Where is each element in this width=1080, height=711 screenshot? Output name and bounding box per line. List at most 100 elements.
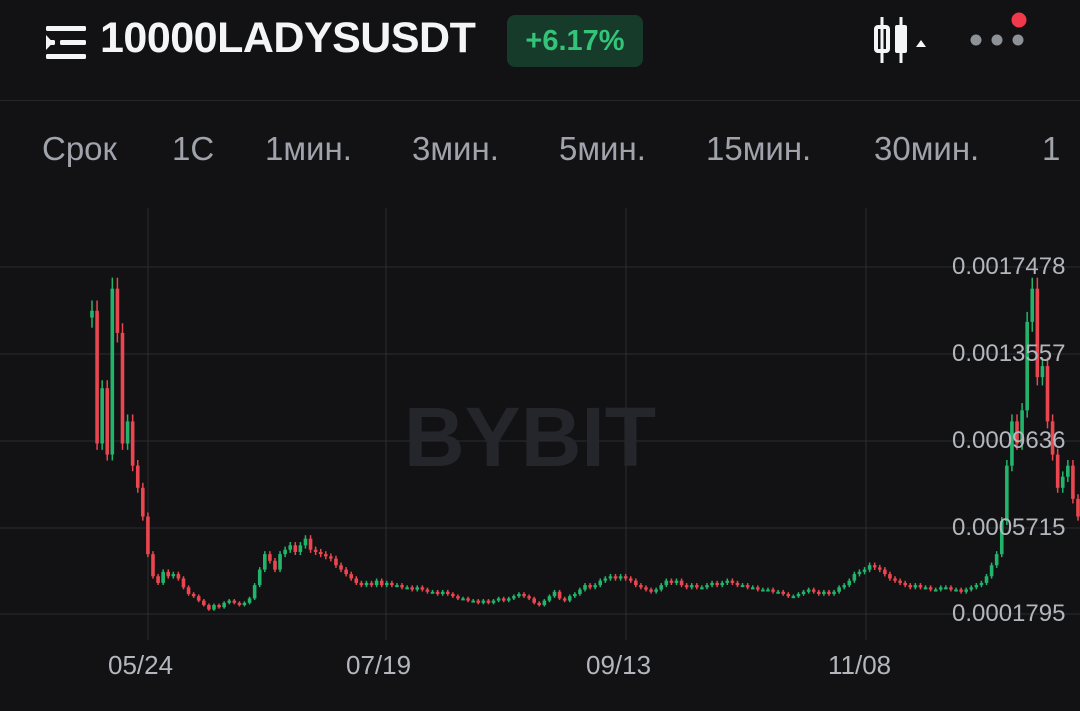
candle-body xyxy=(994,554,999,566)
candle-body xyxy=(557,591,562,599)
candle-body xyxy=(115,288,120,333)
tab-1min[interactable]: 1мин. xyxy=(265,130,352,167)
candle-body xyxy=(298,545,303,552)
candle-body xyxy=(379,580,384,586)
candle-body xyxy=(242,602,247,606)
tab-3min[interactable]: 3мин. xyxy=(412,130,499,167)
candle-body xyxy=(720,582,725,586)
candle-body xyxy=(781,591,786,594)
candle-body xyxy=(959,589,963,592)
candle-body xyxy=(400,585,404,588)
tab-1h-partial[interactable]: 1 xyxy=(1042,130,1061,167)
candle-body xyxy=(893,578,897,581)
candle-body xyxy=(664,580,669,586)
candle-body xyxy=(898,580,902,583)
price-label: 0.0017478 xyxy=(952,253,1066,280)
candle-body xyxy=(623,576,628,579)
candle-body xyxy=(786,593,791,597)
candle-body xyxy=(257,569,262,586)
candle-body xyxy=(562,598,567,601)
candle-body xyxy=(567,596,572,601)
candle-body xyxy=(430,591,435,594)
candle-body xyxy=(542,600,547,606)
tab-period[interactable]: Срок xyxy=(42,130,117,167)
candle-body xyxy=(217,605,221,608)
candle-body xyxy=(384,582,389,586)
candle-body xyxy=(445,591,450,594)
tab-1s[interactable]: 1С xyxy=(172,130,215,167)
candle-body xyxy=(750,587,755,590)
candle-body xyxy=(156,576,160,583)
candle-body xyxy=(827,591,831,594)
candle-body xyxy=(877,567,882,570)
candle-body xyxy=(847,580,852,586)
more-dots-icon[interactable] xyxy=(964,12,1030,64)
candle-body xyxy=(913,585,918,588)
candle-body xyxy=(481,600,486,603)
candle-body xyxy=(283,549,287,555)
candle-body xyxy=(639,585,643,588)
candle-body xyxy=(679,580,684,586)
candle-body xyxy=(476,600,481,603)
candle-body xyxy=(1030,288,1035,322)
candle-body xyxy=(684,585,689,588)
candle-body xyxy=(573,593,577,597)
candlestick-icon[interactable] xyxy=(872,15,930,67)
candle-body xyxy=(730,580,735,583)
candle-body xyxy=(440,591,445,594)
candle-body xyxy=(735,582,740,586)
candle-body xyxy=(649,589,653,592)
candle-body xyxy=(318,551,323,555)
candle-body xyxy=(1035,288,1040,378)
candle-body xyxy=(293,545,298,552)
candle-body xyxy=(451,593,455,597)
candle-body xyxy=(415,587,420,590)
candle-body xyxy=(95,310,99,444)
candle-body xyxy=(1055,454,1060,488)
candle-body xyxy=(323,554,328,557)
candle-body xyxy=(872,565,877,568)
tab-15min[interactable]: 15мин. xyxy=(706,130,812,167)
candle-body xyxy=(756,587,760,590)
candle-body xyxy=(461,598,465,601)
candle-body xyxy=(862,569,867,572)
symbol-title[interactable]: 10000LADYSUSDT xyxy=(100,14,476,62)
candle-body xyxy=(771,589,775,592)
candle-body xyxy=(964,589,968,592)
svg-text:BYBIT: BYBIT xyxy=(404,390,656,484)
candle-body xyxy=(166,571,171,577)
candle-body xyxy=(842,585,847,588)
candle-body xyxy=(593,585,597,588)
candle-body xyxy=(552,591,557,597)
candle-body xyxy=(1060,476,1065,488)
candle-body xyxy=(263,554,267,570)
bybit-watermark: BYBIT xyxy=(404,390,656,484)
candle-body xyxy=(522,593,526,597)
candle-body xyxy=(90,310,94,318)
candle-body xyxy=(390,582,394,586)
candle-body xyxy=(110,288,115,455)
candle-body xyxy=(796,593,801,597)
candle-body xyxy=(512,596,516,599)
candle-body xyxy=(354,578,359,583)
candle-body xyxy=(501,598,506,601)
candle-body xyxy=(171,574,176,577)
header-bar: 10000LADYSUSDT +6.17% xyxy=(0,0,1080,101)
candle-body xyxy=(811,589,816,592)
candle-body xyxy=(329,556,333,559)
tab-30min[interactable]: 30мин. xyxy=(874,130,980,167)
list-menu-icon[interactable] xyxy=(44,22,88,62)
candle-body xyxy=(791,596,796,599)
candle-body xyxy=(130,421,135,466)
candle-body xyxy=(120,332,125,444)
candle-body xyxy=(547,596,552,601)
candle-body xyxy=(1020,410,1024,444)
price-label: 0.0005715 xyxy=(952,514,1066,541)
candle-body xyxy=(334,558,338,566)
candle-body xyxy=(883,569,887,575)
tab-5min[interactable]: 5мин. xyxy=(559,130,646,167)
candle-body xyxy=(695,585,699,588)
candle-body xyxy=(537,602,542,606)
candle-body xyxy=(816,591,821,594)
